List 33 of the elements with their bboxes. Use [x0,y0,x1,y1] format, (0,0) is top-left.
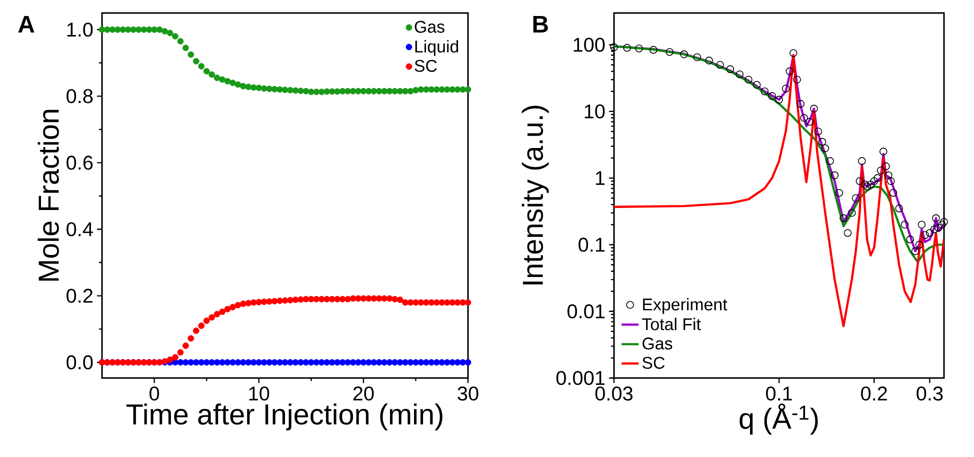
x-tick-label: 30 [458,386,478,401]
y-tick-label: 1.0 [67,22,93,37]
x-tick-label: 10 [249,386,270,401]
x-axis-title: Time after Injection (min) [126,403,442,430]
x-tick-label: 0.3 [916,386,943,401]
chart-title: A [18,16,34,32]
y-tick-label: 100 [574,38,605,52]
y-tick-label: 1 [596,171,605,185]
legend-label: Total Fit [642,318,701,330]
x-tick-label: 0.1 [766,386,792,401]
x-tick-label: 0.03 [595,386,633,401]
y-tick-label: 0.0 [66,355,93,370]
legend-label: SC [642,356,665,369]
x-tick-label: 0.2 [861,386,887,401]
chart-title: B [533,16,548,32]
legend-label: SC [414,60,437,72]
legend-label: Experiment [643,298,728,314]
legend-label: Liquid [415,40,458,56]
y-axis-title: Intensity (a.u.) [522,106,549,284]
y-tick-label: 0.01 [567,304,605,318]
y-tick-label: 0.8 [66,89,93,104]
x-axis-title: q (Å$^{-1}$) [740,403,818,435]
y-tick-label: 0.2 [66,288,92,303]
y-tick-label: 10 [584,104,605,118]
y-tick-label: 0.6 [66,156,93,170]
y-tick-label: 0.4 [66,222,93,236]
legend-label: Gas [642,338,672,350]
y-tick-label: 0.001 [556,370,605,386]
x-tick-label: 20 [353,386,374,401]
x-tick-label: 0 [150,386,160,401]
legend-label: Gas [414,20,444,33]
y-axis-title: Mole Fraction [38,110,59,281]
y-tick-label: 0.1 [578,238,605,252]
